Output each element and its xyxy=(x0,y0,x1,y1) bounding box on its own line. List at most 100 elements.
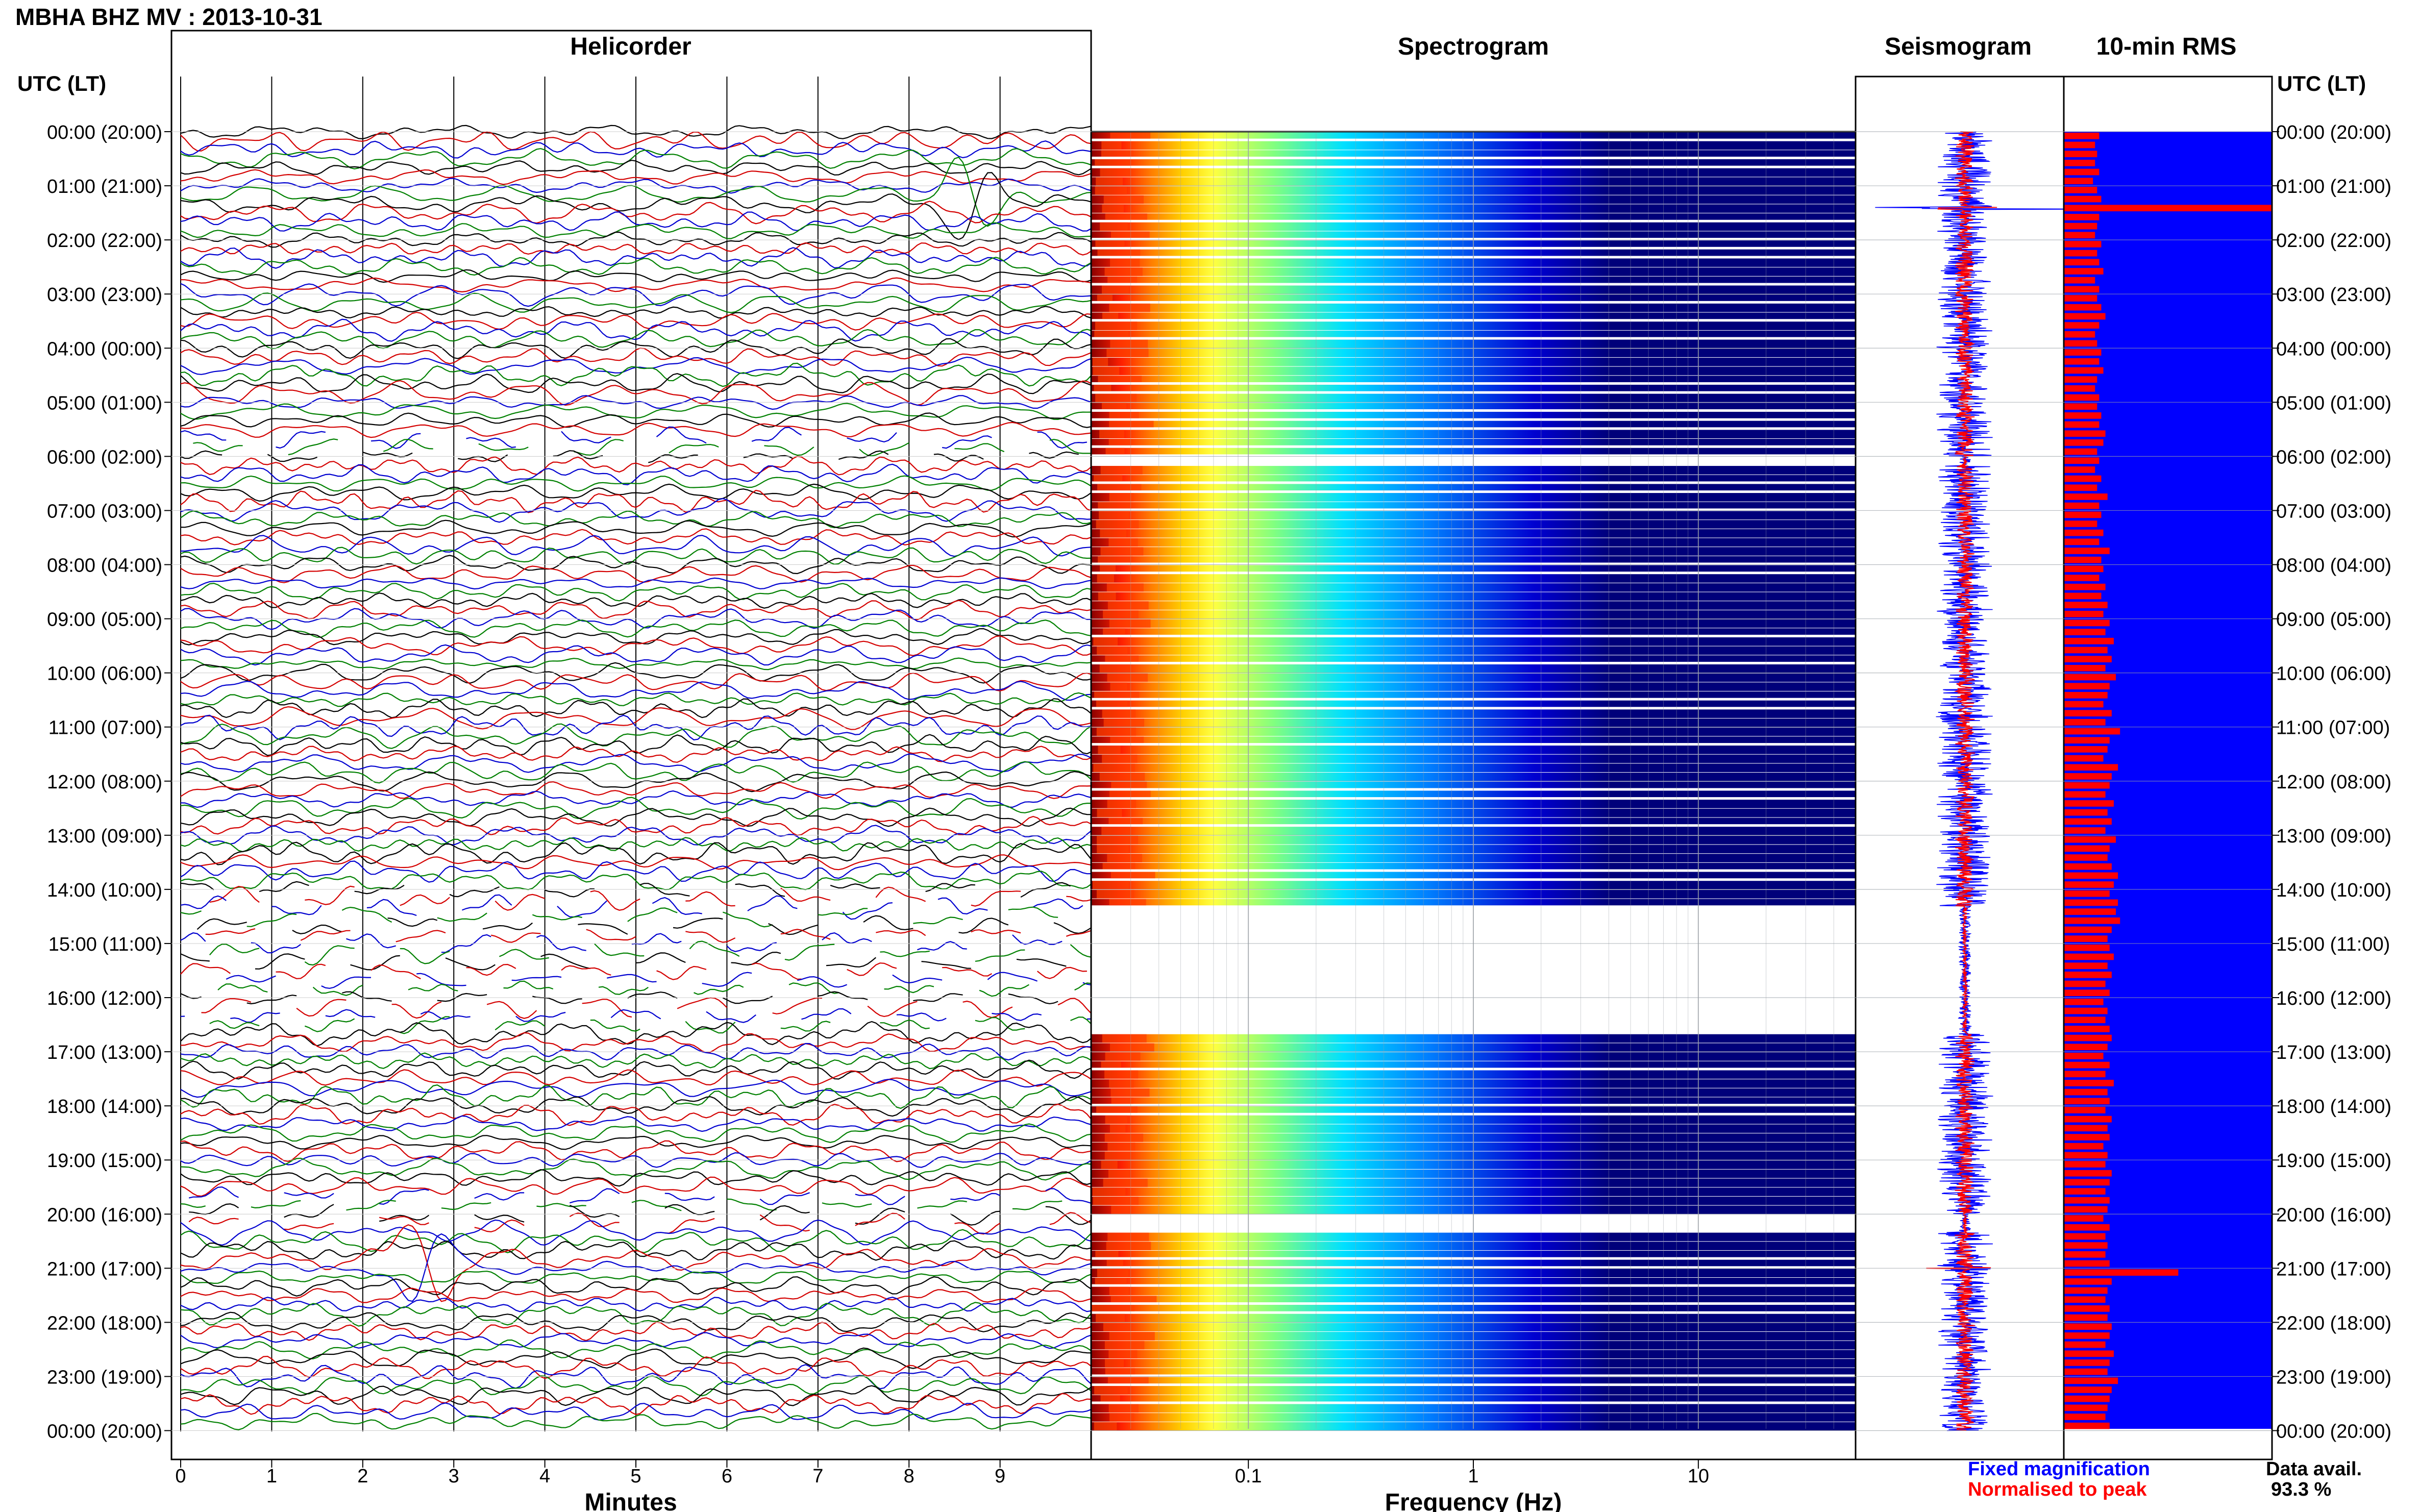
rms-bar xyxy=(2064,691,2108,699)
rms-bar xyxy=(2064,818,2112,825)
rms-bar xyxy=(2064,466,2095,473)
spectrogram-lowfreq-band xyxy=(1106,349,1149,357)
helicorder-trace xyxy=(201,997,1092,1019)
rms-bar xyxy=(2064,746,2108,753)
helicorder-trace xyxy=(180,1393,1092,1416)
rms-bar xyxy=(2064,890,2110,897)
rms-bar xyxy=(2064,1242,2108,1249)
spectrogram-lowfreq-band xyxy=(1095,1277,1127,1284)
helicorder-trace xyxy=(209,885,1092,911)
spectrogram-lowfreq-band xyxy=(1096,889,1134,899)
spectrogram-lowfreq-band xyxy=(1096,727,1136,736)
rms-bar xyxy=(2064,349,2102,356)
helicorder-trace xyxy=(180,1198,1063,1211)
rms-bar xyxy=(2064,205,2272,212)
spectrogram-lowfreq-band xyxy=(1095,186,1127,195)
time-label-left: 11:00 (07:00) xyxy=(48,717,162,739)
rms-bar xyxy=(2064,971,2112,978)
rms-bar xyxy=(2064,565,2104,573)
spectrogram-lowfreq-band xyxy=(1104,1070,1139,1079)
rms-bar xyxy=(2064,1323,2112,1330)
helicorder-trace xyxy=(180,1302,1092,1327)
spectrogram-lowfreq-band xyxy=(1100,222,1128,231)
spectrogram-lowfreq-band xyxy=(1099,511,1129,520)
helicorder-trace xyxy=(180,1043,1092,1061)
minute-tick-label: 4 xyxy=(539,1466,550,1487)
rms-bar xyxy=(2064,1170,2112,1177)
spectrogram-lowfreq-band xyxy=(1103,610,1139,619)
helicorder-trace xyxy=(180,311,1092,331)
rms-bar xyxy=(2064,1179,2110,1186)
rms-bar xyxy=(2064,592,2102,600)
helicorder-trace xyxy=(180,211,1092,232)
spectrogram-lowfreq-band xyxy=(1103,1323,1131,1332)
spectrogram-lowfreq-band xyxy=(1101,827,1130,835)
frequency-tick-label: 10 xyxy=(1688,1466,1709,1487)
spectrogram-lowfreq-band xyxy=(1104,1151,1132,1160)
helicorder-trace xyxy=(180,894,1083,920)
minute-tick-label: 8 xyxy=(904,1466,915,1487)
time-label-left: 01:00 (21:00) xyxy=(47,176,162,197)
spectrogram-lowfreq-band xyxy=(1102,403,1127,409)
minute-tick-label: 7 xyxy=(812,1466,823,1487)
seismogram-title: Seismogram xyxy=(1884,33,2032,60)
time-label-left: 16:00 (12:00) xyxy=(47,988,162,1009)
time-label-right: 18:00 (14:00) xyxy=(2276,1096,2391,1118)
rms-bar xyxy=(2064,259,2100,266)
rms-bar xyxy=(2064,610,2104,617)
helicorder-trace xyxy=(180,403,1092,420)
helicorder-trace xyxy=(180,242,1092,256)
spectrogram-lowfreq-band xyxy=(1094,384,1112,391)
spectrogram-lowfreq-band xyxy=(1110,339,1148,349)
helicorder-trace xyxy=(180,723,1092,749)
time-label-right: 03:00 (23:00) xyxy=(2276,284,2391,306)
rms-bar xyxy=(2064,1125,2108,1132)
spectrogram-lowfreq-band xyxy=(1105,1368,1135,1375)
rms-bar xyxy=(2064,1044,2108,1051)
helicorder-trace xyxy=(180,1176,1092,1197)
fixed-magnification-legend: Fixed magnification xyxy=(1968,1458,2150,1480)
time-label-right: 17:00 (13:00) xyxy=(2276,1042,2391,1063)
axis-ticks-and-labels: 00:00 (20:00) 00:00 (20:00) 01:00 (21:00) 0… xyxy=(47,122,2391,1512)
spectrogram-lowfreq-band xyxy=(1095,321,1138,330)
rms-bar xyxy=(2064,1026,2110,1032)
helicorder-trace xyxy=(180,790,1092,808)
time-label-right: 21:00 (17:00) xyxy=(2276,1258,2391,1280)
spectrogram-lowfreq-band xyxy=(1111,1097,1133,1104)
minute-tick-label: 5 xyxy=(630,1466,641,1487)
rms-bar xyxy=(2064,1414,2106,1420)
helicorder-trace xyxy=(180,1052,1092,1070)
spectrogram-lowfreq-band xyxy=(1097,484,1142,491)
spectrogram-lowfreq-band xyxy=(1104,267,1143,276)
rms-bar xyxy=(2064,1143,2104,1150)
data-availability-label: Data avail. xyxy=(2266,1458,2362,1480)
time-label-right: 22:00 (18:00) xyxy=(2276,1312,2391,1334)
rms-bar xyxy=(2064,448,2097,455)
spectrogram-lowfreq-band xyxy=(1105,655,1139,662)
helicorder-trace xyxy=(188,1212,1092,1235)
rms-bar xyxy=(2064,926,2112,933)
spectrogram-lowfreq-band xyxy=(1096,1313,1125,1323)
spectrogram-lowfreq-band xyxy=(1102,709,1136,718)
helicorder-trace xyxy=(180,807,1092,827)
helicorder-trace xyxy=(180,1103,1092,1126)
spectrogram-lowfreq-band xyxy=(1107,601,1149,610)
helicorder-trace xyxy=(180,1364,1092,1390)
helicorder-trace xyxy=(180,1233,1092,1302)
helicorder-trace xyxy=(180,426,1088,449)
spectrogram-lowfreq-band xyxy=(1101,1061,1121,1068)
spectrogram-lowfreq-band xyxy=(1109,1413,1134,1422)
time-label-left: 03:00 (23:00) xyxy=(47,284,162,306)
rms-bar xyxy=(2064,664,2106,672)
spectrogram-lowfreq-band xyxy=(1110,258,1140,267)
time-label-left: 20:00 (16:00) xyxy=(47,1204,162,1226)
helicorder-trace xyxy=(180,169,1092,185)
helicorder-trace xyxy=(180,962,1087,980)
spectrogram-x-axis-label: Frequency (Hz) xyxy=(1385,1489,1562,1512)
helicorder-trace xyxy=(180,1032,1092,1053)
rms-bar xyxy=(2064,1305,2110,1312)
helicorder-trace xyxy=(180,338,1092,359)
frequency-tick-label: 1 xyxy=(1468,1466,1478,1487)
spectrogram-lowfreq-band xyxy=(1102,862,1136,870)
time-label-left: 21:00 (17:00) xyxy=(47,1258,162,1280)
